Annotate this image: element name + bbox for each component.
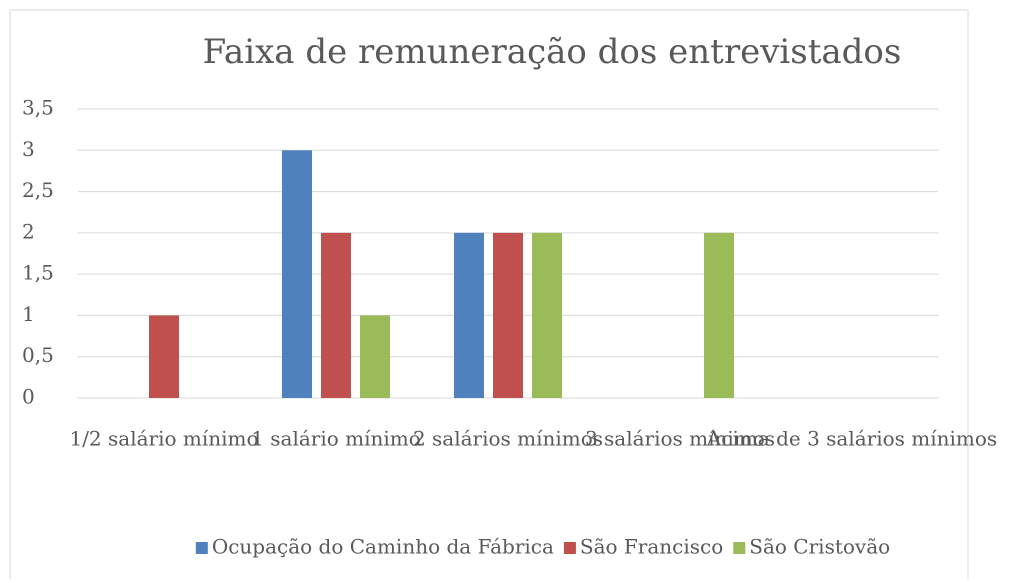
- y-tick-label: 3: [22, 137, 35, 161]
- legend-swatch: [733, 542, 746, 554]
- y-tick-label: 2: [22, 219, 35, 243]
- x-tick-label: 2 salários mínimos: [413, 427, 603, 451]
- y-tick-label: 2,5: [22, 178, 54, 202]
- bar: [360, 315, 390, 398]
- y-tick-label: 0: [22, 385, 35, 409]
- bar: [149, 315, 179, 398]
- x-tick-label: 3 salários mínimos: [585, 427, 775, 451]
- y-tick-label: 1,5: [22, 261, 54, 285]
- legend-label: São Francisco: [580, 535, 723, 559]
- bar: [454, 232, 484, 398]
- bar: [321, 232, 351, 398]
- legend-label: São Cristovão: [749, 535, 890, 559]
- legend-swatch: [563, 542, 576, 554]
- y-tick-label: 0,5: [22, 343, 54, 367]
- y-tick-label: 1: [22, 302, 35, 326]
- x-tick-label: 1 salário mínimo: [251, 427, 421, 451]
- legend-swatch: [195, 542, 208, 554]
- bar: [704, 232, 734, 398]
- bar: [532, 232, 562, 398]
- bar: [493, 232, 523, 398]
- chart-border: [9, 9, 969, 583]
- x-tick-label: Acima de 3 salários mínimos: [706, 427, 997, 451]
- chart-title: Faixa de remuneração dos entrevistados: [203, 32, 902, 72]
- bar: [282, 150, 312, 398]
- legend-label: Ocupação do Caminho da Fábrica: [212, 535, 554, 559]
- y-tick-label: 3,5: [22, 96, 54, 120]
- x-tick-label: 1/2 salário mínimo: [69, 427, 258, 451]
